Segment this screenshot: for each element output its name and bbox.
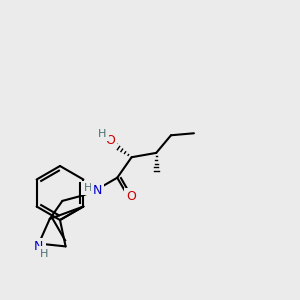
Text: N: N (34, 240, 44, 253)
Text: N: N (93, 184, 102, 197)
Text: H: H (98, 129, 106, 139)
Text: O: O (105, 134, 115, 147)
Text: H: H (83, 183, 92, 193)
Text: H: H (40, 249, 48, 259)
Text: O: O (126, 190, 136, 203)
